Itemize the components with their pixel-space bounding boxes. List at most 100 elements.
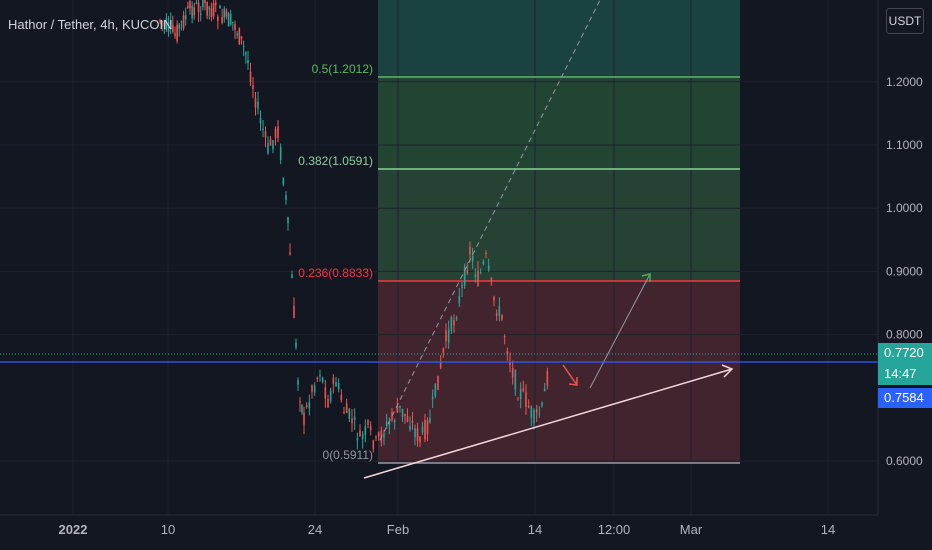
candle-body [503,336,506,338]
candle-body [182,15,185,29]
candle-body [247,59,249,64]
candle-body [199,13,202,15]
candle-body [208,6,211,10]
support-trend-line[interactable] [363,368,733,479]
candle-body [305,405,308,408]
time-tick-label: Feb [387,522,409,537]
candle-body [479,272,482,274]
candle-body [204,0,206,3]
candle-body [421,426,424,433]
candle-body [277,126,279,139]
candle-body [232,21,234,24]
candle-body [345,403,348,414]
candle-body [212,3,215,17]
time-tick-label: 14 [821,522,835,537]
price-tick-label: 1.1000 [886,138,923,152]
candle-body [262,128,264,131]
candle-body [343,411,345,414]
candle-body [159,19,161,22]
candle-body [447,329,450,343]
candle-body [327,398,329,408]
price-tick-label: 1.2000 [886,75,923,89]
candle-body [189,0,191,9]
candle-body [541,402,543,406]
candle-body [193,7,196,16]
candle-body [495,313,498,316]
up-arrow-line[interactable] [589,273,651,389]
candle-body [445,330,447,342]
candle-body [429,417,431,423]
dashed-projection-line[interactable] [379,0,601,441]
candle-body [485,252,487,254]
candle-body [219,5,221,9]
candle-body [434,383,437,397]
candle-body [474,274,477,277]
candle-body [234,24,236,30]
candle-body [161,21,163,23]
candle-body [442,348,445,353]
candle-body [329,390,332,402]
currency-button[interactable]: USDT [886,8,924,34]
candle-body [187,6,189,9]
candle-body [206,1,208,16]
candle-body [414,428,416,438]
candle-body [287,217,289,224]
candle-body [167,21,170,33]
fib-retracement[interactable]: 0.5(1.2012) 0.382(1.0591) 0.236(0.8833) 0(0… [298,62,740,464]
candle-body [214,2,217,6]
candle-body [293,305,295,318]
candle-body [377,432,380,437]
candle-body [245,52,247,55]
candle-body [291,274,293,279]
down-arrow-head [568,377,578,386]
candle-body [409,425,411,430]
candle-body [399,405,401,408]
candle-body [285,195,287,200]
candle-body [385,421,388,426]
candle-body [163,22,166,27]
candle-body [269,139,272,146]
candle-body [391,412,393,420]
fib-level-label: 0.236(0.8833) [298,266,373,280]
candle-body [506,350,509,355]
candle-body [404,413,406,416]
candle-body [511,367,514,378]
candle-body [437,375,439,390]
candle-body [242,45,245,48]
symbol-title[interactable]: Hathor / Tether, 4h, KUCOIN [8,17,173,32]
candle-body [501,314,503,320]
candle-body [229,13,232,25]
time-tick-label: 10 [161,522,175,537]
candle-body [303,412,305,425]
candle-body [509,361,511,366]
candle-body [375,436,377,438]
candle-body [252,84,254,90]
candle-body [319,374,321,377]
candle-body [388,421,391,426]
candle-body [419,436,421,443]
time-tick-label: Mar [680,522,703,537]
candle-body [340,394,343,401]
candle-body [546,371,549,386]
fib-level-label: 0(0.5911) [323,448,373,462]
price-axis[interactable]: 1.2000 1.1000 1.0000 0.9000 0.8000 0.6000 [886,75,923,468]
line-price-tag-bg [878,388,932,408]
candle-body [364,426,367,436]
candle-body [493,296,495,301]
candle-body [487,265,490,271]
candle-body [165,17,168,30]
candle-body [353,416,356,421]
down-arrow-line[interactable] [562,364,578,386]
trend-line-arrowhead [721,364,734,378]
candle-body [195,2,198,4]
candle-body [335,382,337,387]
candle-body [227,13,230,27]
candle-body [466,269,469,274]
time-axis[interactable]: 2022 10 24 Feb 14 12:00 Mar 14 [59,522,836,537]
candle-body [316,377,319,379]
current-price-tag-bg [878,343,932,385]
candle-body [259,117,262,124]
candle-body [301,404,303,413]
candle-body [461,284,463,288]
